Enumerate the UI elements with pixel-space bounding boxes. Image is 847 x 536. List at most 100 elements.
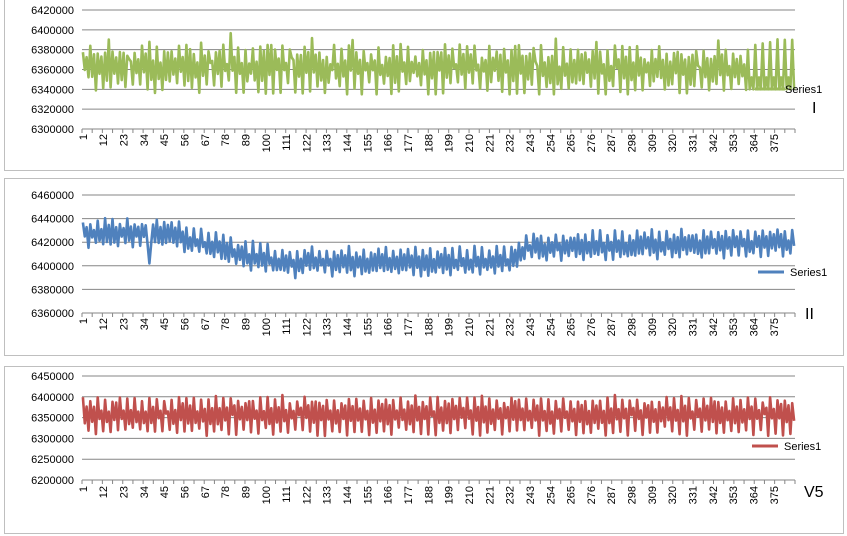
- legend-label: Series1: [790, 267, 827, 279]
- x-tick-label: 298: [627, 134, 639, 152]
- y-tick-label: 6380000: [31, 284, 74, 296]
- x-tick-label: 122: [301, 486, 313, 504]
- y-tick-label: 6400000: [31, 25, 74, 37]
- x-tick-label: 320: [667, 318, 679, 336]
- x-tick-label: 353: [728, 318, 740, 336]
- x-tick-label: 342: [708, 318, 720, 336]
- y-tick-label: 6460000: [31, 190, 74, 202]
- series-line: [81, 31, 796, 96]
- x-tick-label: 364: [748, 486, 760, 504]
- x-tick-label: 78: [220, 134, 232, 146]
- lead-label-v5: V5: [804, 484, 824, 501]
- x-tick-label: 243: [525, 318, 537, 336]
- x-tick-label: 265: [566, 318, 578, 336]
- x-tick-label: 133: [322, 134, 334, 152]
- x-tick-label: 89: [240, 134, 252, 146]
- x-tick-label: 199: [444, 486, 456, 504]
- x-tick-label: 298: [627, 318, 639, 336]
- x-tick-label: 56: [180, 486, 192, 498]
- x-tick-label: 298: [627, 486, 639, 504]
- legend-label: Series1: [785, 84, 822, 96]
- x-tick-label: 67: [200, 318, 212, 330]
- x-tick-label: 210: [464, 318, 476, 336]
- x-tick-label: 67: [200, 486, 212, 498]
- x-tick-label: 89: [240, 318, 252, 330]
- x-tick-label: 166: [383, 318, 395, 336]
- x-tick-label: 34: [139, 486, 151, 498]
- x-tick-label: 100: [261, 134, 273, 152]
- y-tick-label: 6380000: [31, 45, 74, 57]
- x-tick-label: 320: [667, 486, 679, 504]
- chart-svg: 6200000 6250000 6300000 6350000 6400000 64500…: [31, 371, 821, 504]
- y-tick-label: 6360000: [31, 65, 74, 77]
- x-tick-label: 177: [403, 134, 415, 152]
- x-tick-label: 177: [403, 486, 415, 504]
- x-tick-label: 188: [423, 134, 435, 152]
- x-tick-label: 276: [586, 134, 598, 152]
- y-tick-label: 6340000: [31, 84, 74, 96]
- x-tick-label: 265: [566, 486, 578, 504]
- x-tick-label: 199: [444, 318, 456, 336]
- x-tick-label: 144: [342, 318, 354, 336]
- chart-panel-lead-v5: 6200000 6250000 6300000 6350000 6400000 64500…: [0, 366, 847, 536]
- y-tick-label: 6420000: [31, 237, 74, 249]
- x-tick-label: 188: [423, 486, 435, 504]
- legend: Series1: [752, 441, 821, 453]
- x-tick-label: 67: [200, 134, 212, 146]
- x-tick-label: 375: [769, 318, 781, 336]
- x-tick-label: 56: [180, 318, 192, 330]
- series-line: [81, 216, 796, 280]
- x-tick-label: 144: [342, 134, 354, 152]
- y-tick-label: 6350000: [31, 413, 74, 425]
- y-tick-label: 6250000: [31, 454, 74, 466]
- x-tick-label: 177: [403, 318, 415, 336]
- x-tick-label: 34: [139, 134, 151, 146]
- x-tick-label: 232: [505, 318, 517, 336]
- x-tick-label: 375: [769, 486, 781, 504]
- x-tick-label: 100: [261, 318, 273, 336]
- x-tick-label: 287: [606, 318, 618, 336]
- x-tick-label: 1: [78, 134, 90, 140]
- x-tick-label: 12: [98, 318, 110, 330]
- x-tick-label: 34: [139, 318, 151, 330]
- series-line: [81, 393, 796, 438]
- chart-panel-lead-ii: 6360000 6380000 6400000 6420000 6440000 64600…: [0, 178, 847, 358]
- y-tick-label: 6450000: [31, 371, 74, 383]
- lead-label-ii: II: [805, 306, 814, 323]
- x-tick-label: 309: [647, 486, 659, 504]
- x-tick-label: 243: [525, 134, 537, 152]
- x-tick-label: 254: [545, 134, 557, 152]
- y-tick-label: 6200000: [31, 475, 74, 487]
- x-tick-label: 265: [566, 134, 578, 152]
- chart-svg: 6360000 6380000 6400000 6420000 6440000 64600…: [31, 190, 827, 336]
- x-tick-label: 254: [545, 318, 557, 336]
- chart-frame: [4, 366, 844, 534]
- y-tick-label: 6320000: [31, 104, 74, 116]
- x-tick-label: 100: [261, 486, 273, 504]
- y-tick-label: 6420000: [31, 5, 74, 17]
- x-tick-label: 166: [383, 134, 395, 152]
- x-tick-label: 122: [301, 318, 313, 336]
- lead-label-i: I: [812, 100, 817, 117]
- y-tick-label: 6440000: [31, 214, 74, 226]
- x-tick-label: 243: [525, 486, 537, 504]
- chart-frame: [4, 0, 844, 171]
- x-tick-label: 353: [728, 134, 740, 152]
- x-tick-label: 254: [545, 486, 557, 504]
- x-tick-label: 221: [484, 134, 496, 152]
- x-tick-label: 133: [322, 486, 334, 504]
- x-tick-label: 12: [98, 486, 110, 498]
- x-tick-label: 342: [708, 486, 720, 504]
- x-tick-label: 45: [159, 486, 171, 498]
- x-tick-label: 276: [586, 318, 598, 336]
- chart-panel-lead-i: 6300000 6320000 6340000 6360000 6380000 64000…: [0, 0, 847, 171]
- x-tick-label: 287: [606, 486, 618, 504]
- x-tick-label: 199: [444, 134, 456, 152]
- x-tick-label: 287: [606, 134, 618, 152]
- x-tick-label: 111: [281, 486, 293, 503]
- chart-svg: 6300000 6320000 6340000 6360000 6380000 64000…: [31, 5, 822, 152]
- x-tick-label: 342: [708, 134, 720, 152]
- x-tick-label: 276: [586, 486, 598, 504]
- x-tick-label: 155: [362, 134, 374, 152]
- y-tick-label: 6300000: [31, 124, 74, 136]
